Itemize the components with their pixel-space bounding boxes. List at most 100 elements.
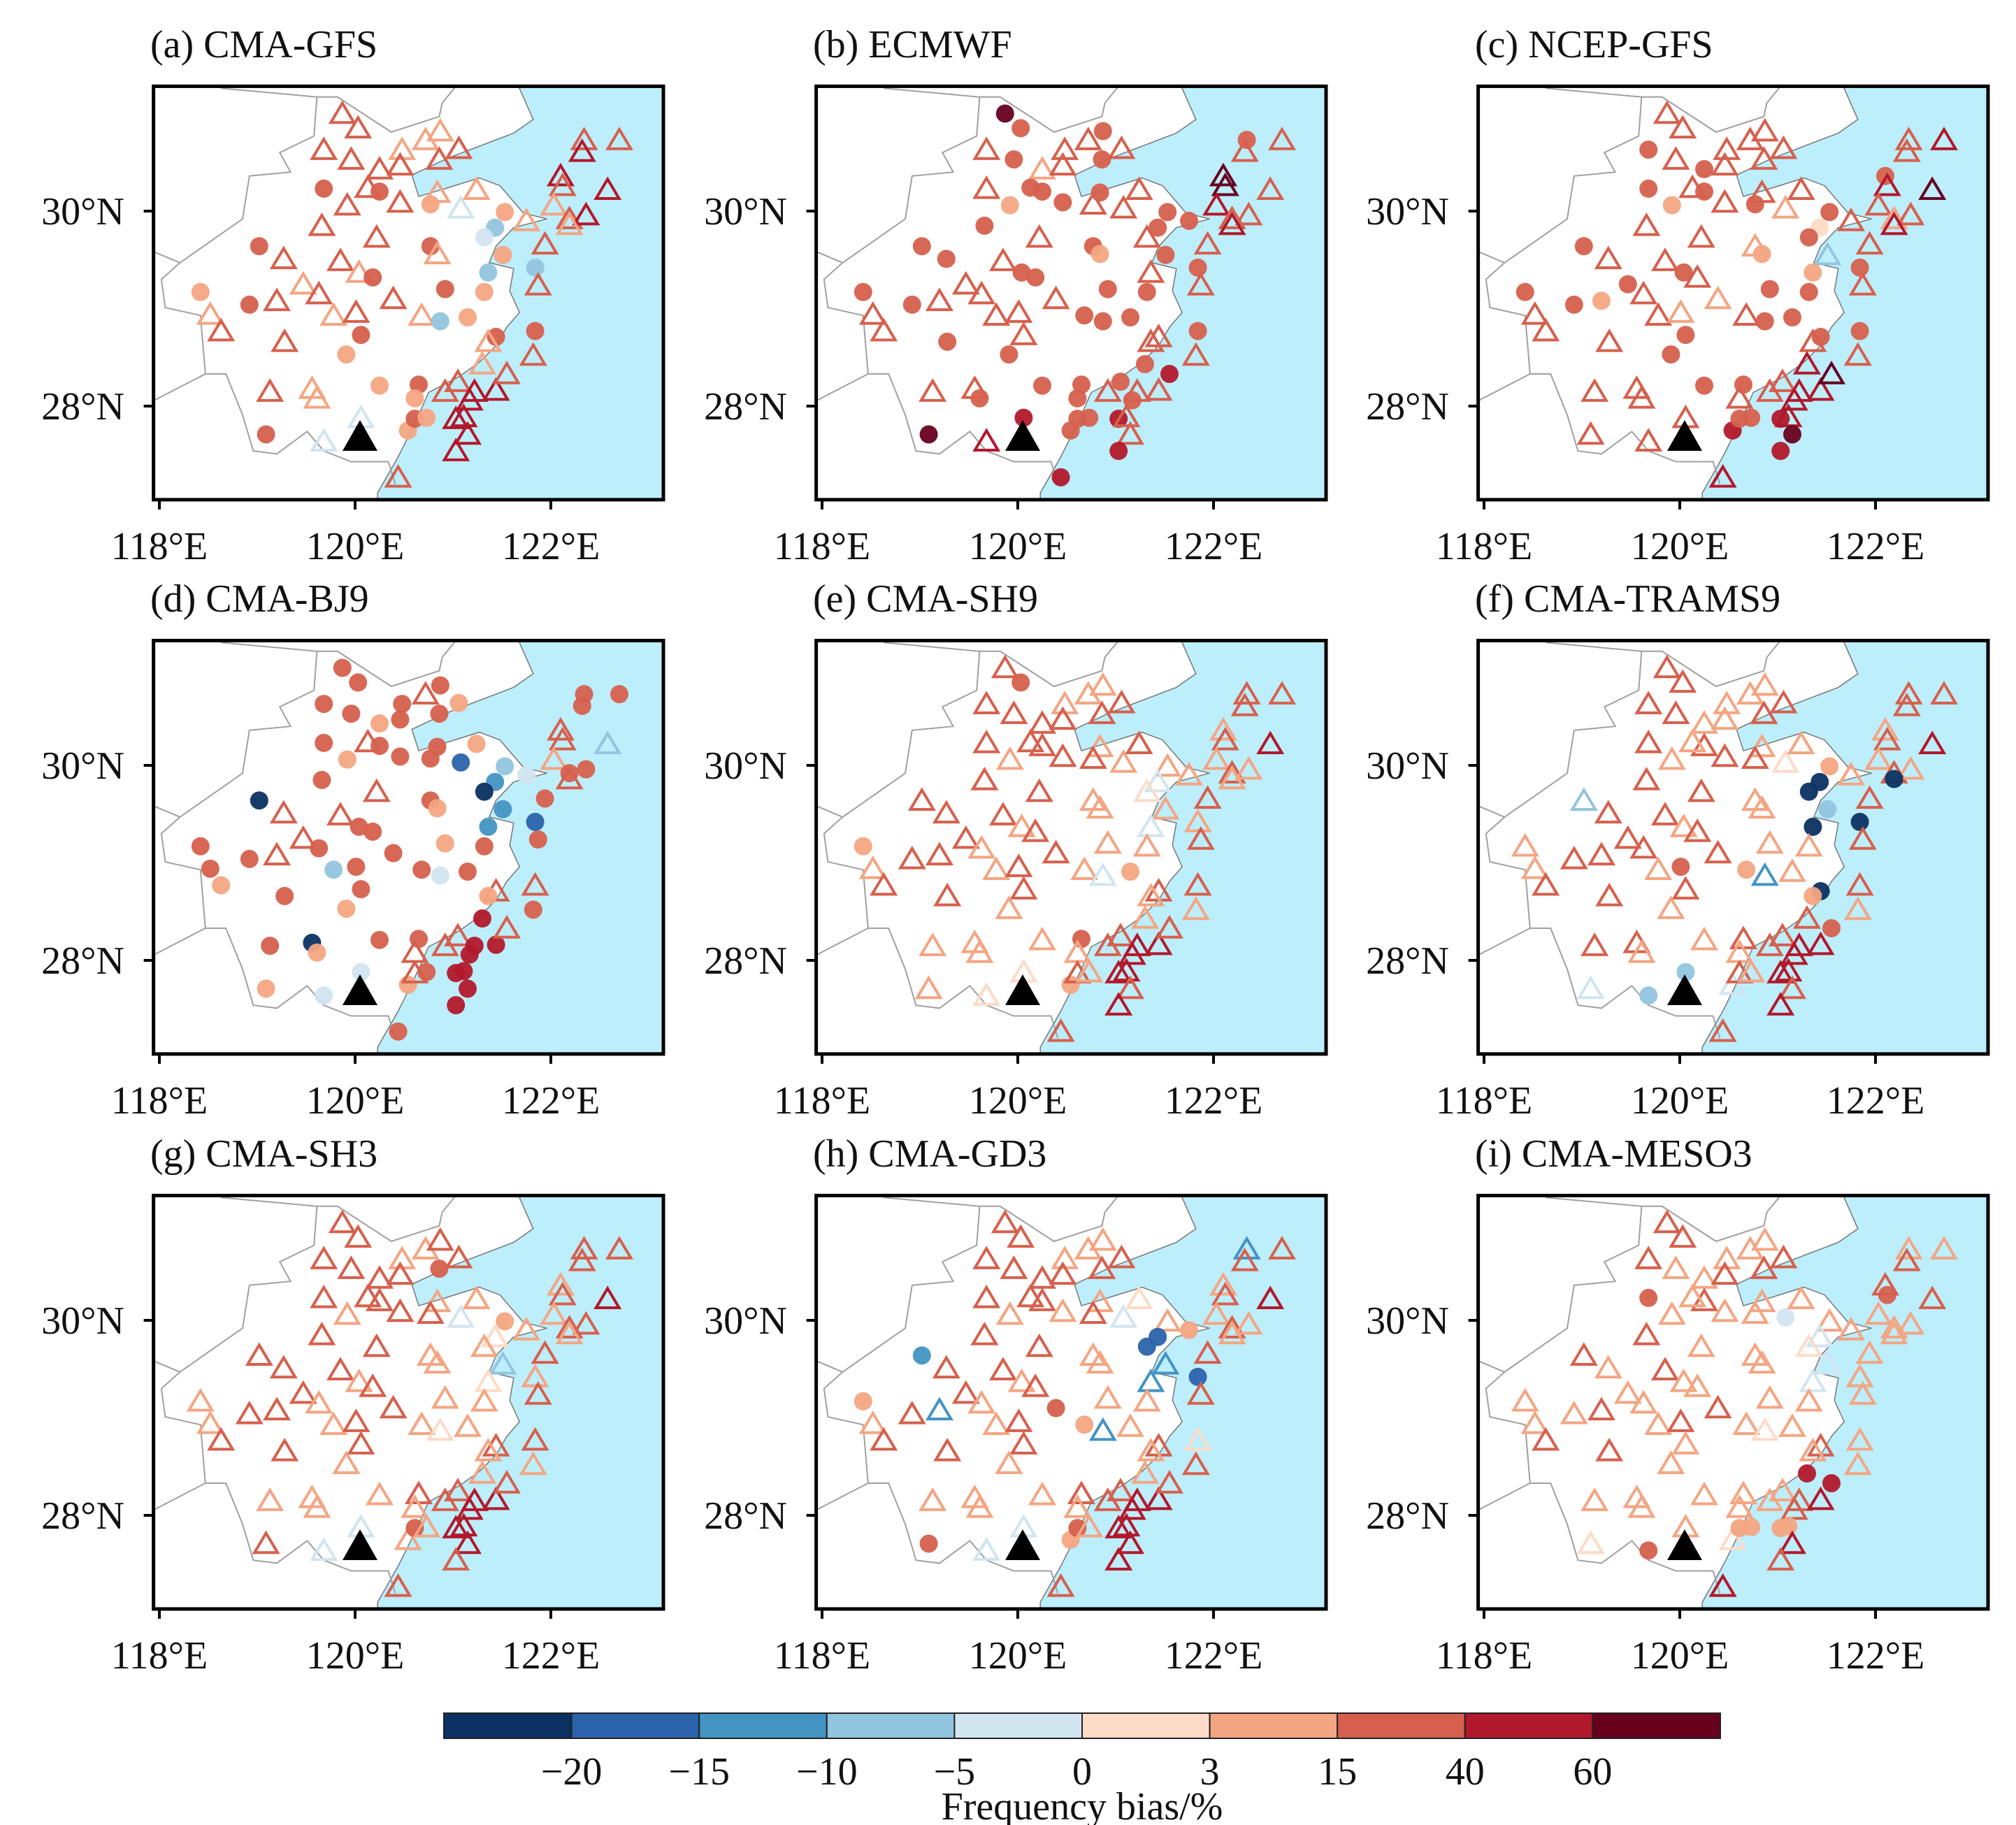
station-marker-triangle: [1778, 858, 1807, 882]
station-marker-triangle: [605, 127, 634, 150]
station-marker-circle: [487, 935, 505, 954]
station-marker-triangle: [907, 787, 936, 811]
station-marker-triangle: [443, 368, 473, 392]
station-marker-triangle: [492, 1470, 521, 1494]
province-boundary: [160, 1197, 396, 1594]
station-marker-triangle: [972, 428, 1001, 452]
station-marker-triangle: [1005, 299, 1033, 323]
station-marker-circle: [475, 837, 494, 856]
colorbar-tick-label: −15: [668, 1750, 730, 1794]
station-marker-triangle: [1634, 730, 1663, 753]
map-panel: (c) NCEP-GFS 118°E 120°E 122°E 30°N 28°N: [1366, 23, 1990, 568]
y-tick-label: 30°N: [704, 744, 787, 788]
station-marker-circle: [191, 837, 210, 856]
station-marker-triangle: [262, 842, 291, 866]
x-tick-label: 120°E: [1631, 525, 1729, 568]
station-marker-triangle: [972, 136, 1001, 160]
station-marker-triangle: [1778, 1530, 1807, 1555]
station-marker-triangle: [988, 1357, 1018, 1380]
colorbar-bin: [1464, 1712, 1594, 1739]
station-marker-triangle: [207, 317, 236, 342]
station-marker-triangle: [1780, 1496, 1808, 1520]
station-marker-triangle: [207, 1427, 236, 1451]
station-marker-triangle: [1750, 672, 1779, 696]
station-marker-circle: [473, 909, 491, 928]
station-marker-triangle: [1732, 1411, 1761, 1436]
station-marker-triangle: [1107, 1244, 1136, 1269]
station-marker-circle: [257, 979, 275, 998]
station-marker-triangle: [269, 1355, 298, 1379]
station-marker-triangle: [967, 280, 996, 305]
station-marker-circle: [912, 1346, 931, 1365]
station-marker-triangle: [1211, 1281, 1239, 1306]
station-marker-circle: [405, 389, 424, 407]
station-marker-triangle: [982, 856, 1011, 881]
province-boundary: [816, 251, 843, 264]
station-marker-triangle: [1929, 1236, 1959, 1260]
station-marker-triangle: [1774, 958, 1803, 982]
station-marker-triangle: [1873, 726, 1901, 751]
station-marker-triangle: [1007, 813, 1036, 837]
y-tick-label: 30°N: [1366, 744, 1449, 788]
station-marker-triangle: [970, 1322, 999, 1346]
station-marker-triangle: [919, 932, 947, 956]
station-marker-triangle: [1711, 706, 1739, 730]
station-marker-circle: [191, 282, 210, 301]
station-marker-triangle: [1750, 146, 1778, 170]
station-marker-triangle: [1748, 795, 1776, 819]
station-marker-triangle: [1183, 808, 1212, 832]
province-boundary: [823, 642, 1059, 1039]
station-marker-triangle: [991, 654, 1019, 679]
x-tick-label: 122°E: [1827, 525, 1925, 568]
station-marker-triangle: [1687, 224, 1715, 248]
station-marker-circle: [1639, 140, 1658, 159]
station-marker-triangle: [1132, 224, 1161, 248]
station-marker-triangle: [1021, 818, 1050, 842]
station-marker-circle: [1564, 295, 1583, 314]
station-marker-triangle: [1845, 1427, 1874, 1451]
station-marker-triangle: [1737, 958, 1766, 983]
station-marker-triangle: [967, 835, 996, 859]
station-marker-triangle: [262, 287, 291, 312]
station-marker-triangle: [1218, 765, 1246, 790]
station-marker-triangle: [1711, 189, 1739, 213]
station-marker-triangle: [1183, 1427, 1212, 1451]
station-marker-triangle: [870, 1427, 898, 1451]
x-tick-label: 118°E: [774, 1634, 871, 1678]
station-marker-triangle: [1918, 176, 1947, 201]
station-marker-triangle: [1256, 176, 1285, 201]
station-marker-triangle: [362, 1333, 391, 1357]
station-marker-triangle: [1690, 1265, 1719, 1289]
station-marker-triangle: [1016, 1283, 1045, 1308]
station-marker-circle: [487, 327, 505, 346]
x-tick-label: 118°E: [774, 525, 871, 568]
y-tick-label: 28°N: [41, 939, 124, 983]
station-marker-circle: [1799, 228, 1818, 247]
x-tick-label: 122°E: [1827, 1079, 1925, 1123]
station-marker-triangle: [1144, 931, 1173, 955]
station-marker-circle: [431, 676, 449, 695]
station-marker-triangle: [186, 1387, 215, 1412]
station-marker-circle: [212, 876, 231, 895]
station-marker-triangle: [1780, 387, 1808, 411]
station-marker-triangle: [1209, 162, 1238, 187]
colorbar-bin: [1081, 1712, 1211, 1739]
station-marker-triangle: [365, 1481, 394, 1506]
station-marker-circle: [1021, 178, 1040, 197]
station-marker-triangle: [970, 767, 999, 791]
station-marker-triangle: [548, 1281, 577, 1306]
map-area: [816, 1195, 1327, 1609]
station-marker-triangle: [482, 1486, 510, 1510]
station-marker-triangle: [967, 1390, 996, 1414]
station-marker-triangle: [1218, 211, 1246, 236]
station-marker-triangle: [326, 1357, 355, 1380]
station-marker-triangle: [1750, 862, 1779, 886]
station-marker-triangle: [1005, 1408, 1033, 1432]
station-marker-triangle: [308, 1322, 336, 1346]
station-marker-triangle: [1690, 1287, 1719, 1311]
station-marker-triangle: [570, 127, 598, 150]
province-boundary: [1478, 805, 1505, 818]
station-marker-triangle: [337, 146, 366, 170]
station-marker-circle: [526, 258, 545, 277]
station-marker-triangle: [1218, 205, 1246, 229]
